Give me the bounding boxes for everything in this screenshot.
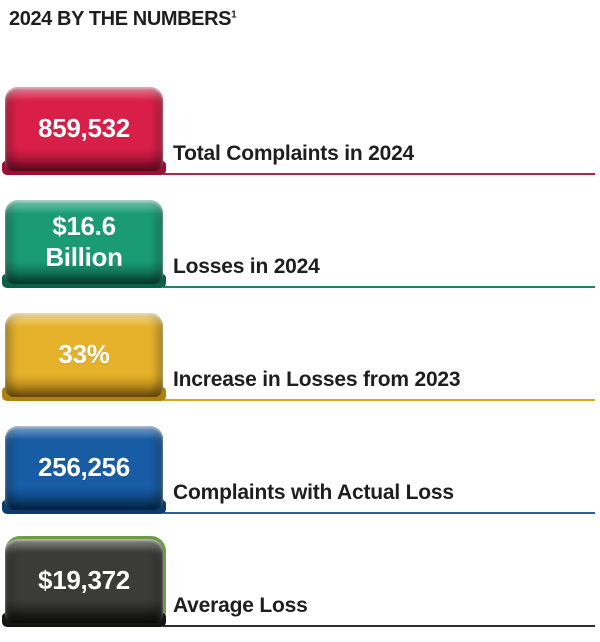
stat-value: 33% — [58, 339, 110, 370]
stat-label: Total Complaints in 2024 — [173, 142, 415, 165]
title-superscript: 1 — [231, 9, 237, 21]
stat-label-area: Losses in 2024 — [163, 200, 595, 288]
stat-label-area: Average Loss — [163, 539, 595, 627]
stat-badge-green: $16.6 Billion — [2, 200, 166, 288]
stat-value: $19,372 — [38, 565, 130, 596]
stat-badge-dark: $19,372 — [2, 536, 166, 627]
badge-face: 256,256 — [5, 426, 163, 510]
badge-face: $19,372 — [5, 539, 163, 623]
stat-label-area: Increase in Losses from 2023 — [163, 313, 595, 401]
stat-label: Losses in 2024 — [173, 255, 320, 278]
stat-badge-yellow: 33% — [2, 313, 166, 401]
badge-face: $16.6 Billion — [5, 200, 163, 284]
stat-label: Average Loss — [173, 594, 308, 617]
stat-row-average-loss: $19,372 Average Loss — [2, 536, 595, 627]
stat-value: $16.6 Billion — [45, 210, 123, 272]
stat-row-actual-loss-complaints: 256,256 Complaints with Actual Loss — [2, 426, 595, 514]
stat-value: 859,532 — [38, 113, 130, 144]
stat-label: Complaints with Actual Loss — [173, 481, 454, 504]
stat-row-loss-increase: 33% Increase in Losses from 2023 — [2, 313, 595, 401]
badge-face: 33% — [5, 313, 163, 397]
badge-face: 859,532 — [5, 87, 163, 171]
stat-label-area: Complaints with Actual Loss — [163, 426, 595, 514]
stat-row-total-complaints: 859,532 Total Complaints in 2024 — [2, 87, 595, 175]
stat-value: 256,256 — [38, 452, 130, 483]
stat-badge-blue: 256,256 — [2, 426, 166, 514]
stat-label: Increase in Losses from 2023 — [173, 368, 461, 391]
page-title-text: 2024 BY THE NUMBERS — [9, 8, 232, 30]
stat-badge-red: 859,532 — [2, 87, 166, 175]
stat-row-losses: $16.6 Billion Losses in 2024 — [2, 200, 595, 288]
page-title: 2024 BY THE NUMBERS1 — [5, 8, 595, 31]
stat-label-area: Total Complaints in 2024 — [163, 87, 595, 175]
